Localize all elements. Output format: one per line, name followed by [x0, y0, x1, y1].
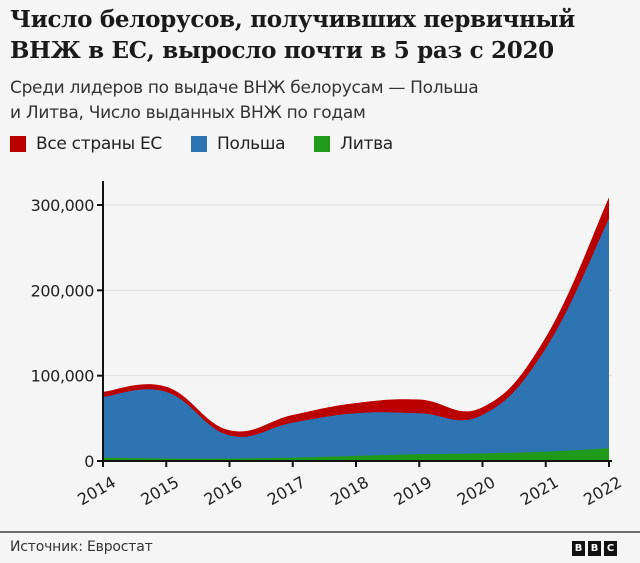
source-note: Источник: Евростат — [10, 539, 153, 555]
x-tick-label: 2015 — [137, 472, 182, 509]
y-tick-label: 0 — [84, 452, 94, 471]
area-lithuania — [103, 448, 609, 461]
x-tick-label: 2016 — [201, 472, 246, 509]
legend-label-lithuania: Литва — [340, 134, 393, 154]
legend-label-poland: Польша — [216, 134, 286, 154]
x-tick-label: 2022 — [580, 472, 625, 509]
bbc-logo-c: C — [604, 541, 617, 556]
bbc-logo: B B C — [572, 541, 620, 556]
legend-swatch-all-eu — [10, 136, 26, 152]
gridlines — [103, 204, 612, 377]
bbc-logo-b1: B — [572, 541, 585, 556]
legend: Все страны ЕС Польша Литва — [10, 133, 422, 155]
area-poland — [103, 218, 609, 461]
x-tick-label: 2021 — [517, 472, 562, 509]
legend-swatch-lithuania — [314, 136, 331, 152]
series-areas — [103, 197, 609, 461]
footer-divider — [0, 531, 640, 533]
chart-subtitle: Среди лидеров по выдаче ВНЖ белорусам — … — [10, 76, 610, 126]
y-axis: 0 100,000 200,000 300,000 — [31, 181, 104, 471]
chart-title: Число белорусов, получивших первичный ВН… — [10, 4, 635, 66]
bbc-logo-b2: B — [588, 541, 601, 556]
legend-swatch-poland — [190, 136, 207, 152]
x-tick-label: 2014 — [74, 472, 119, 509]
chart-subtitle-line2: и Литва, Число выданных ВНЖ по годам — [10, 103, 366, 123]
legend-item-poland: Польша — [190, 134, 286, 154]
y-tick-label: 100,000 — [31, 367, 95, 386]
legend-item-all-eu: Все страны ЕС — [10, 134, 162, 154]
y-tick-label: 300,000 — [31, 196, 95, 215]
x-tick-label: 2019 — [390, 472, 435, 509]
legend-item-lithuania: Литва — [314, 134, 393, 154]
chart-title-line1: Число белорусов, получивших первичный — [10, 6, 576, 33]
legend-label-all-eu: Все страны ЕС — [36, 134, 162, 154]
x-axis: 2014 2015 2016 2017 2018 2019 2020 2021 2022 — [74, 460, 625, 509]
x-tick-label: 2020 — [454, 472, 499, 509]
x-tick-label: 2018 — [327, 472, 372, 509]
y-tick-label: 200,000 — [31, 281, 95, 300]
chart-subtitle-line1: Среди лидеров по выдаче ВНЖ белорусам — … — [10, 78, 479, 98]
chart-title-line2: ВНЖ в ЕС, выросло почти в 5 раз с 2020 — [10, 37, 554, 64]
x-tick-label: 2017 — [264, 472, 309, 509]
